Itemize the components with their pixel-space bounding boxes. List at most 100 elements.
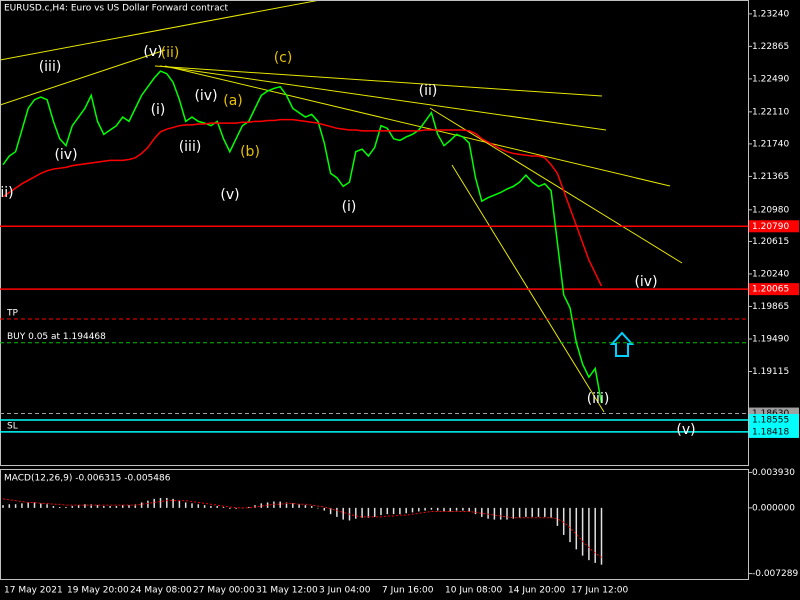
series-line — [2, 70, 603, 404]
y-tick-label: 1.22110 — [752, 107, 789, 117]
level-label-box — [749, 220, 799, 233]
histogram-bar — [556, 507, 559, 526]
histogram-bar — [210, 506, 212, 508]
wave-label: (i) — [342, 199, 357, 215]
y-tick-label: 1.19490 — [752, 334, 789, 344]
histogram-bar — [361, 507, 363, 518]
histogram-bar — [493, 507, 496, 520]
y-tick-label: 0.003930 — [752, 468, 795, 478]
level-label: 1.18418 — [752, 427, 789, 437]
level-label: 1.18630 — [752, 409, 789, 419]
wave-label: (iii) — [587, 391, 610, 407]
histogram-bar — [380, 507, 382, 516]
histogram-bar — [575, 507, 578, 550]
histogram-bar — [411, 507, 414, 513]
histogram-bar — [292, 503, 294, 508]
wave-label: (c) — [274, 50, 293, 66]
histogram-bar — [115, 506, 118, 508]
wave-label: (iv) — [194, 88, 217, 104]
chart-title: EURUSD.c,H4: Euro vs US Dollar Forward c… — [4, 4, 229, 14]
histogram-bar — [172, 498, 174, 508]
y-tick-label: 1.22490 — [752, 74, 789, 84]
histogram-bar — [424, 507, 426, 511]
histogram-bar — [166, 497, 168, 508]
histogram-bar — [235, 507, 237, 509]
x-tick-label: 31 May 12:00 — [256, 586, 318, 596]
trend-line — [429, 107, 683, 264]
level-name: BUY 0.05 at 1.194468 — [7, 332, 106, 342]
histogram-bar — [147, 500, 149, 508]
histogram-bar — [594, 507, 596, 563]
y-tick-label: 1.20240 — [752, 269, 789, 279]
histogram-bar — [247, 506, 250, 508]
histogram-bar — [184, 502, 187, 508]
histogram-bar — [600, 507, 603, 565]
histogram-bar — [405, 507, 407, 514]
histogram-bar — [430, 507, 433, 510]
histogram-bar — [392, 507, 395, 515]
histogram-bar — [468, 507, 470, 512]
x-tick-label: 3 Jun 04:00 — [319, 586, 371, 596]
level-name: TP — [6, 309, 18, 319]
wave-label: ii) — [0, 185, 13, 201]
macd-frame — [0, 469, 749, 580]
histogram-bar — [103, 506, 105, 508]
wave-label: (b) — [240, 144, 260, 160]
histogram-bar — [418, 507, 420, 512]
histogram-bar — [40, 503, 42, 508]
histogram-bar — [121, 505, 124, 508]
histogram-bar — [525, 507, 527, 517]
buy-arrow — [609, 331, 635, 357]
wave-label: (ii) — [419, 83, 438, 99]
x-tick-label: 19 May 20:00 — [67, 586, 129, 596]
histogram-bar — [58, 506, 61, 508]
histogram-bar — [298, 504, 300, 508]
y-tick-label: 1.20615 — [752, 237, 789, 247]
x-tick-label: 17 Jun 12:00 — [571, 586, 628, 596]
histogram-bar — [134, 504, 137, 508]
wave-label: (iii) — [39, 59, 62, 75]
wave-label: (iii) — [179, 139, 202, 155]
series-line — [2, 498, 602, 558]
histogram-bar — [285, 502, 288, 508]
histogram-bar — [581, 507, 584, 556]
y-tick-label: 1.20980 — [752, 205, 789, 215]
y-tick-label: 1.19865 — [752, 302, 789, 312]
histogram-bar — [203, 505, 206, 508]
histogram-bar — [487, 507, 489, 519]
histogram-bar — [90, 504, 92, 508]
wave-label: (v) — [143, 44, 162, 60]
level-label: 1.20790 — [752, 222, 789, 232]
histogram-bar — [544, 507, 546, 517]
histogram-bar — [474, 507, 477, 515]
y-tick-label: 1.21365 — [752, 172, 789, 182]
histogram-bar — [537, 507, 540, 517]
macd-title: MACD(12,26,9) -0.006315 -0.005486 — [4, 474, 171, 484]
histogram-bar — [65, 506, 67, 508]
wave-label: (v) — [676, 422, 695, 438]
histogram-bar — [455, 507, 458, 511]
histogram-bar — [21, 503, 23, 508]
histogram-bar — [77, 505, 80, 508]
y-tick-label: 0.000000 — [752, 503, 795, 513]
histogram-bar — [27, 502, 29, 508]
histogram-bar — [569, 507, 571, 543]
histogram-bar — [109, 506, 111, 508]
y-tick-label: 1.19115 — [752, 367, 789, 377]
x-tick-label: 27 May 00:00 — [193, 586, 255, 596]
trend-lines — [0, 0, 683, 413]
histogram-bar — [367, 507, 370, 518]
histogram-bar — [355, 507, 357, 519]
histogram-bar — [588, 507, 590, 561]
histogram-bar — [449, 507, 452, 512]
wave-label: (v) — [220, 187, 239, 203]
histogram-bar — [373, 507, 376, 517]
histogram-bar — [2, 505, 4, 508]
histogram-bar — [506, 507, 508, 520]
level-label: 1.20065 — [752, 285, 789, 295]
x-tick-label: 14 Jun 20:00 — [508, 586, 565, 596]
frame — [0, 0, 749, 580]
histogram-bar — [140, 502, 143, 508]
histogram-bar — [266, 502, 269, 508]
